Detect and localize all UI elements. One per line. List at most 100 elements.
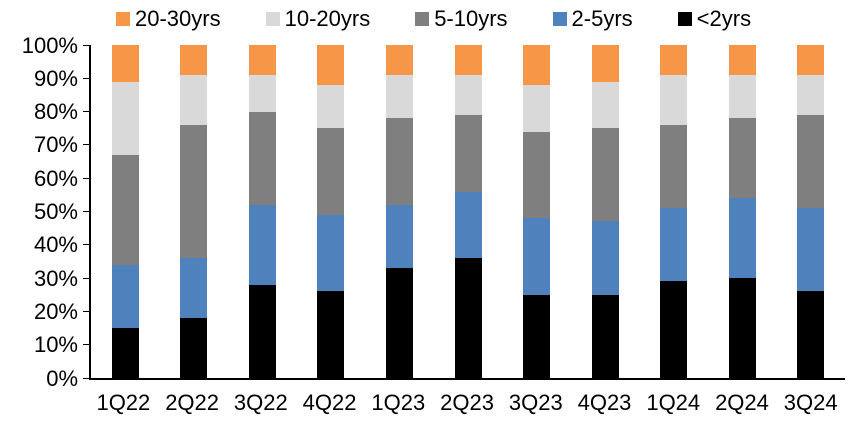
legend-swatch-20-30yrs-icon bbox=[116, 12, 130, 26]
bar-segment-5-10yrs bbox=[248, 111, 276, 205]
x-axis-labels: 1Q22 2Q22 3Q22 4Q22 1Q23 2Q23 3Q23 4Q23 1Q24 2Q24… bbox=[89, 391, 845, 415]
bar-segment-10-20yrs bbox=[660, 74, 688, 125]
bar-slot bbox=[776, 45, 845, 378]
bar-4Q22 bbox=[317, 45, 345, 378]
y-axis-tick-label: 10% bbox=[33, 332, 78, 358]
y-axis-tick bbox=[83, 344, 89, 346]
legend-swatch-2-5yrs-icon bbox=[552, 12, 567, 26]
bar-3Q24 bbox=[797, 45, 825, 378]
y-axis-tick bbox=[83, 211, 89, 212]
y-axis-tick bbox=[83, 377, 89, 379]
bar-segment-5-10yrs bbox=[385, 118, 413, 205]
y-axis-tick-label: 90% bbox=[33, 65, 78, 91]
legend-label: 20-30yrs bbox=[135, 6, 221, 31]
bar-segment-2-5yrs bbox=[660, 208, 688, 282]
bar-segment-20-30yrs bbox=[111, 45, 139, 82]
bar-segment-10-20yrs bbox=[111, 81, 139, 155]
y-axis-tick bbox=[83, 111, 89, 113]
bar-segment-5-10yrs bbox=[317, 128, 345, 215]
y-axis-tick-label: 50% bbox=[33, 199, 78, 224]
x-axis-tick-label: 2Q24 bbox=[715, 390, 769, 415]
x-axis-tick-label: 3Q23 bbox=[508, 390, 563, 415]
legend-label: <2yrs bbox=[696, 6, 752, 31]
bar-slot bbox=[434, 45, 503, 378]
y-axis-tick-label: 20% bbox=[33, 298, 78, 324]
bar-slot bbox=[228, 45, 297, 378]
x-axis-tick-label: 1Q24 bbox=[646, 390, 701, 415]
x-axis-tick-label: 3Q22 bbox=[233, 390, 288, 415]
bar-segment-2-5yrs bbox=[111, 264, 139, 329]
y-axis-tick-label: 40% bbox=[33, 232, 78, 258]
bar-2Q24 bbox=[728, 45, 756, 378]
bar-segment-under-2yrs bbox=[523, 294, 551, 378]
bar-segment-20-30yrs bbox=[180, 45, 208, 75]
bar-segment-under-2yrs bbox=[180, 318, 208, 378]
bar-slot bbox=[502, 45, 571, 378]
bar-slot bbox=[297, 45, 366, 378]
bar-segment-20-30yrs bbox=[385, 45, 413, 75]
x-axis-tick-label: 4Q23 bbox=[577, 390, 632, 415]
bar-segment-under-2yrs bbox=[111, 328, 139, 378]
bar-segment-10-20yrs bbox=[523, 84, 551, 132]
x-axis-tick-label: 2Q23 bbox=[440, 390, 494, 415]
legend-item-2-5yrs: 2-5yrs bbox=[552, 6, 633, 31]
chart-legend: 20-30yrs 10-20yrs 5-10yrs 2-5yrs <2yrs bbox=[116, 5, 751, 33]
bar-segment-20-30yrs bbox=[797, 45, 825, 75]
bar-segment-under-2yrs bbox=[454, 258, 482, 378]
y-axis-tick bbox=[83, 177, 89, 179]
bar-segment-2-5yrs bbox=[317, 214, 345, 292]
y-axis-tick bbox=[83, 244, 89, 246]
bar-segment-5-10yrs bbox=[591, 128, 619, 222]
bar-segment-20-30yrs bbox=[591, 45, 619, 82]
y-axis-tick bbox=[83, 77, 89, 79]
bar-segment-under-2yrs bbox=[385, 268, 413, 378]
bar-segment-2-5yrs bbox=[591, 221, 619, 295]
legend-swatch-10-20yrs-icon bbox=[265, 12, 280, 26]
x-axis-tick-label: 1Q22 bbox=[96, 390, 151, 415]
legend-item-10-20yrs: 10-20yrs bbox=[265, 6, 371, 31]
x-axis-tick-label: 4Q22 bbox=[302, 390, 357, 415]
bar-segment-5-10yrs bbox=[180, 124, 208, 259]
y-axis-labels: 0% 10% 20% 30% 40% 50% 60% 70% 80% 90% 100% bbox=[0, 34, 78, 389]
bar-slot bbox=[708, 45, 777, 378]
bar-segment-under-2yrs bbox=[248, 284, 276, 378]
x-axis-tick-label: 2Q22 bbox=[165, 390, 220, 415]
bar-segment-10-20yrs bbox=[317, 84, 345, 129]
bar-segment-under-2yrs bbox=[660, 281, 688, 378]
bar-segment-5-10yrs bbox=[523, 131, 551, 219]
bar-segment-2-5yrs bbox=[385, 204, 413, 269]
legend-item-20-30yrs: 20-30yrs bbox=[116, 7, 221, 31]
bar-segment-20-30yrs bbox=[523, 45, 551, 85]
bar-segment-2-5yrs bbox=[728, 198, 756, 279]
bar-segment-20-30yrs bbox=[660, 45, 688, 75]
bar-segment-10-20yrs bbox=[728, 74, 756, 119]
y-axis-tick bbox=[83, 310, 89, 312]
plot-area bbox=[83, 44, 845, 380]
y-axis-tick-label: 0% bbox=[46, 365, 78, 391]
y-axis-tick bbox=[83, 144, 89, 146]
bar-slot bbox=[365, 45, 434, 378]
bar-3Q22 bbox=[248, 45, 276, 378]
bar-segment-2-5yrs bbox=[248, 204, 276, 285]
bar-slot bbox=[571, 45, 640, 378]
legend-item-5-10yrs: 5-10yrs bbox=[415, 6, 508, 31]
legend-label: 10-20yrs bbox=[284, 6, 371, 31]
bar-segment-5-10yrs bbox=[728, 118, 756, 199]
legend-label: 5-10yrs bbox=[434, 6, 508, 31]
bar-segment-2-5yrs bbox=[180, 258, 208, 319]
legend-swatch-under-2yrs-icon bbox=[677, 12, 692, 26]
bar-segment-5-10yrs bbox=[454, 114, 482, 192]
bar-segment-10-20yrs bbox=[797, 74, 825, 115]
bar-segment-under-2yrs bbox=[591, 294, 619, 378]
bar-1Q22 bbox=[111, 45, 139, 378]
x-axis-tick-label: 1Q23 bbox=[371, 390, 426, 415]
bar-segment-2-5yrs bbox=[523, 218, 551, 295]
bar-slot bbox=[91, 45, 160, 378]
bar-segment-under-2yrs bbox=[728, 278, 756, 378]
legend-label: 2-5yrs bbox=[571, 6, 633, 31]
bar-slot bbox=[639, 45, 708, 378]
bar-4Q23 bbox=[591, 45, 619, 378]
y-axis-tick bbox=[83, 277, 89, 279]
y-axis-tick-label: 30% bbox=[33, 265, 78, 291]
